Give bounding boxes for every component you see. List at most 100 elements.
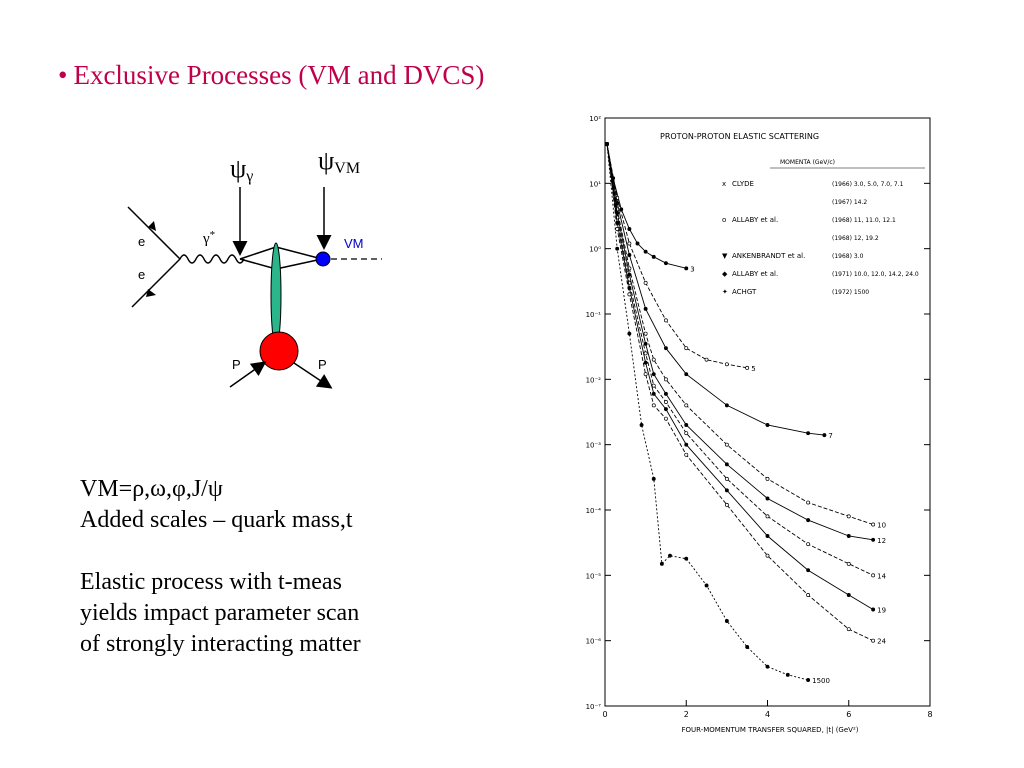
y-tick-label: 10⁰ [589, 246, 601, 254]
data-point [663, 407, 668, 412]
data-point [704, 357, 709, 362]
data-point [684, 442, 689, 447]
legend-value: (1966) 3.0, 5.0, 7.0, 7.1 [832, 181, 904, 188]
legend-value: (1967) 14.2 [832, 199, 867, 206]
legend-name: ALLABY et al. [732, 216, 778, 224]
legend-marker: x [722, 180, 726, 188]
legend-header: MOMENTA (GeV/c) [780, 159, 835, 166]
data-point [643, 280, 648, 285]
y-tick-label: 10² [589, 115, 601, 123]
x-tick-label: 6 [846, 710, 851, 719]
x-tick-label: 4 [765, 710, 770, 719]
data-point [684, 556, 689, 561]
legend-marker: o [722, 216, 726, 224]
y-tick-label: 10⁻⁷ [586, 703, 602, 711]
data-point [643, 341, 648, 346]
data-point [684, 431, 689, 436]
data-point [684, 452, 689, 457]
vm-label: VM [344, 236, 364, 251]
data-point [643, 360, 648, 365]
data-point [605, 142, 609, 146]
data-point [724, 442, 729, 447]
electron-in-line [127, 206, 181, 260]
elastic-process-text: Elastic process with t-meas [80, 569, 342, 595]
data-point [724, 619, 729, 623]
data-point [627, 253, 632, 257]
series-line [606, 143, 874, 576]
psi-vm-label: ψVM [318, 146, 360, 177]
chart-title: PROTON-PROTON ELASTIC SCATTERING [660, 132, 819, 141]
data-point [765, 534, 770, 538]
data-point [871, 522, 876, 527]
series-annotation: 7 [828, 432, 832, 440]
legend-value: (1968) 12, 19.2 [832, 235, 879, 242]
series-line [606, 143, 874, 525]
proton-in-line [229, 361, 267, 388]
y-tick-label: 10⁻³ [586, 442, 602, 450]
quark-line-top2 [275, 246, 323, 260]
data-point [765, 423, 770, 427]
data-point [627, 227, 632, 231]
data-point [871, 607, 876, 612]
title-text: Exclusive Processes (VM and DVCS) [73, 60, 485, 90]
legend-name: ANKENBRANDT et al. [732, 252, 805, 260]
data-point [663, 377, 668, 382]
series-annotation: 14 [877, 572, 886, 580]
data-point [643, 331, 648, 336]
series-annotation: 3 [690, 265, 694, 273]
legend-marker: ▼ [722, 252, 728, 260]
photon-label: γ* [202, 229, 215, 247]
data-point [651, 391, 656, 396]
data-point [663, 400, 668, 404]
series-line [606, 143, 809, 681]
legend-value: (1968) 3.0 [832, 253, 864, 260]
data-point [745, 645, 750, 649]
data-point [643, 306, 648, 311]
data-point [724, 462, 729, 467]
legend-name: ACHGT [732, 288, 757, 296]
data-point [806, 542, 811, 547]
data-point [846, 534, 851, 538]
data-point [684, 423, 689, 427]
data-point [724, 488, 729, 493]
x-axis-label: FOUR-MOMENTUM TRANSFER SQUARED, |t| (GeV… [681, 726, 858, 734]
data-point [684, 403, 689, 408]
data-point [684, 372, 689, 377]
data-point [806, 593, 811, 597]
x-tick-label: 8 [927, 710, 932, 719]
data-point [627, 331, 632, 336]
data-point [785, 672, 790, 677]
data-point [684, 346, 689, 351]
series-line [606, 143, 874, 610]
impact-parameter-text: yields impact parameter scan [80, 600, 360, 626]
legend-value: (1971) 10.0, 12.0, 14.2, 24.0 [832, 271, 919, 278]
data-point [663, 391, 668, 396]
data-point [627, 292, 632, 297]
photon-line [179, 254, 245, 264]
data-point [724, 403, 729, 408]
data-point [651, 357, 656, 362]
data-point [627, 241, 632, 246]
data-point [765, 553, 770, 558]
data-point [704, 583, 709, 588]
data-point [635, 241, 640, 246]
data-point [806, 518, 811, 523]
pomeron-ellipse [270, 242, 282, 348]
data-point [651, 403, 656, 408]
data-point [724, 476, 729, 481]
slide-title: • Exclusive Processes (VM and DVCS) [58, 60, 484, 91]
data-point [765, 664, 770, 669]
data-point [663, 318, 668, 323]
y-tick-label: 10⁻² [586, 376, 602, 384]
feynman-diagram: ψγ ψVM e e γ* VM P P [127, 146, 382, 389]
data-point [846, 514, 851, 519]
title-bullet: • [58, 60, 68, 90]
y-tick-label: 10¹ [589, 180, 601, 188]
series-annotation: 10 [877, 521, 886, 529]
data-point [643, 249, 648, 254]
series-line [606, 143, 687, 269]
y-tick-label: 10⁻⁴ [586, 507, 602, 515]
data-point [668, 553, 672, 558]
data-point [663, 416, 668, 421]
x-tick-label: 2 [684, 710, 689, 719]
